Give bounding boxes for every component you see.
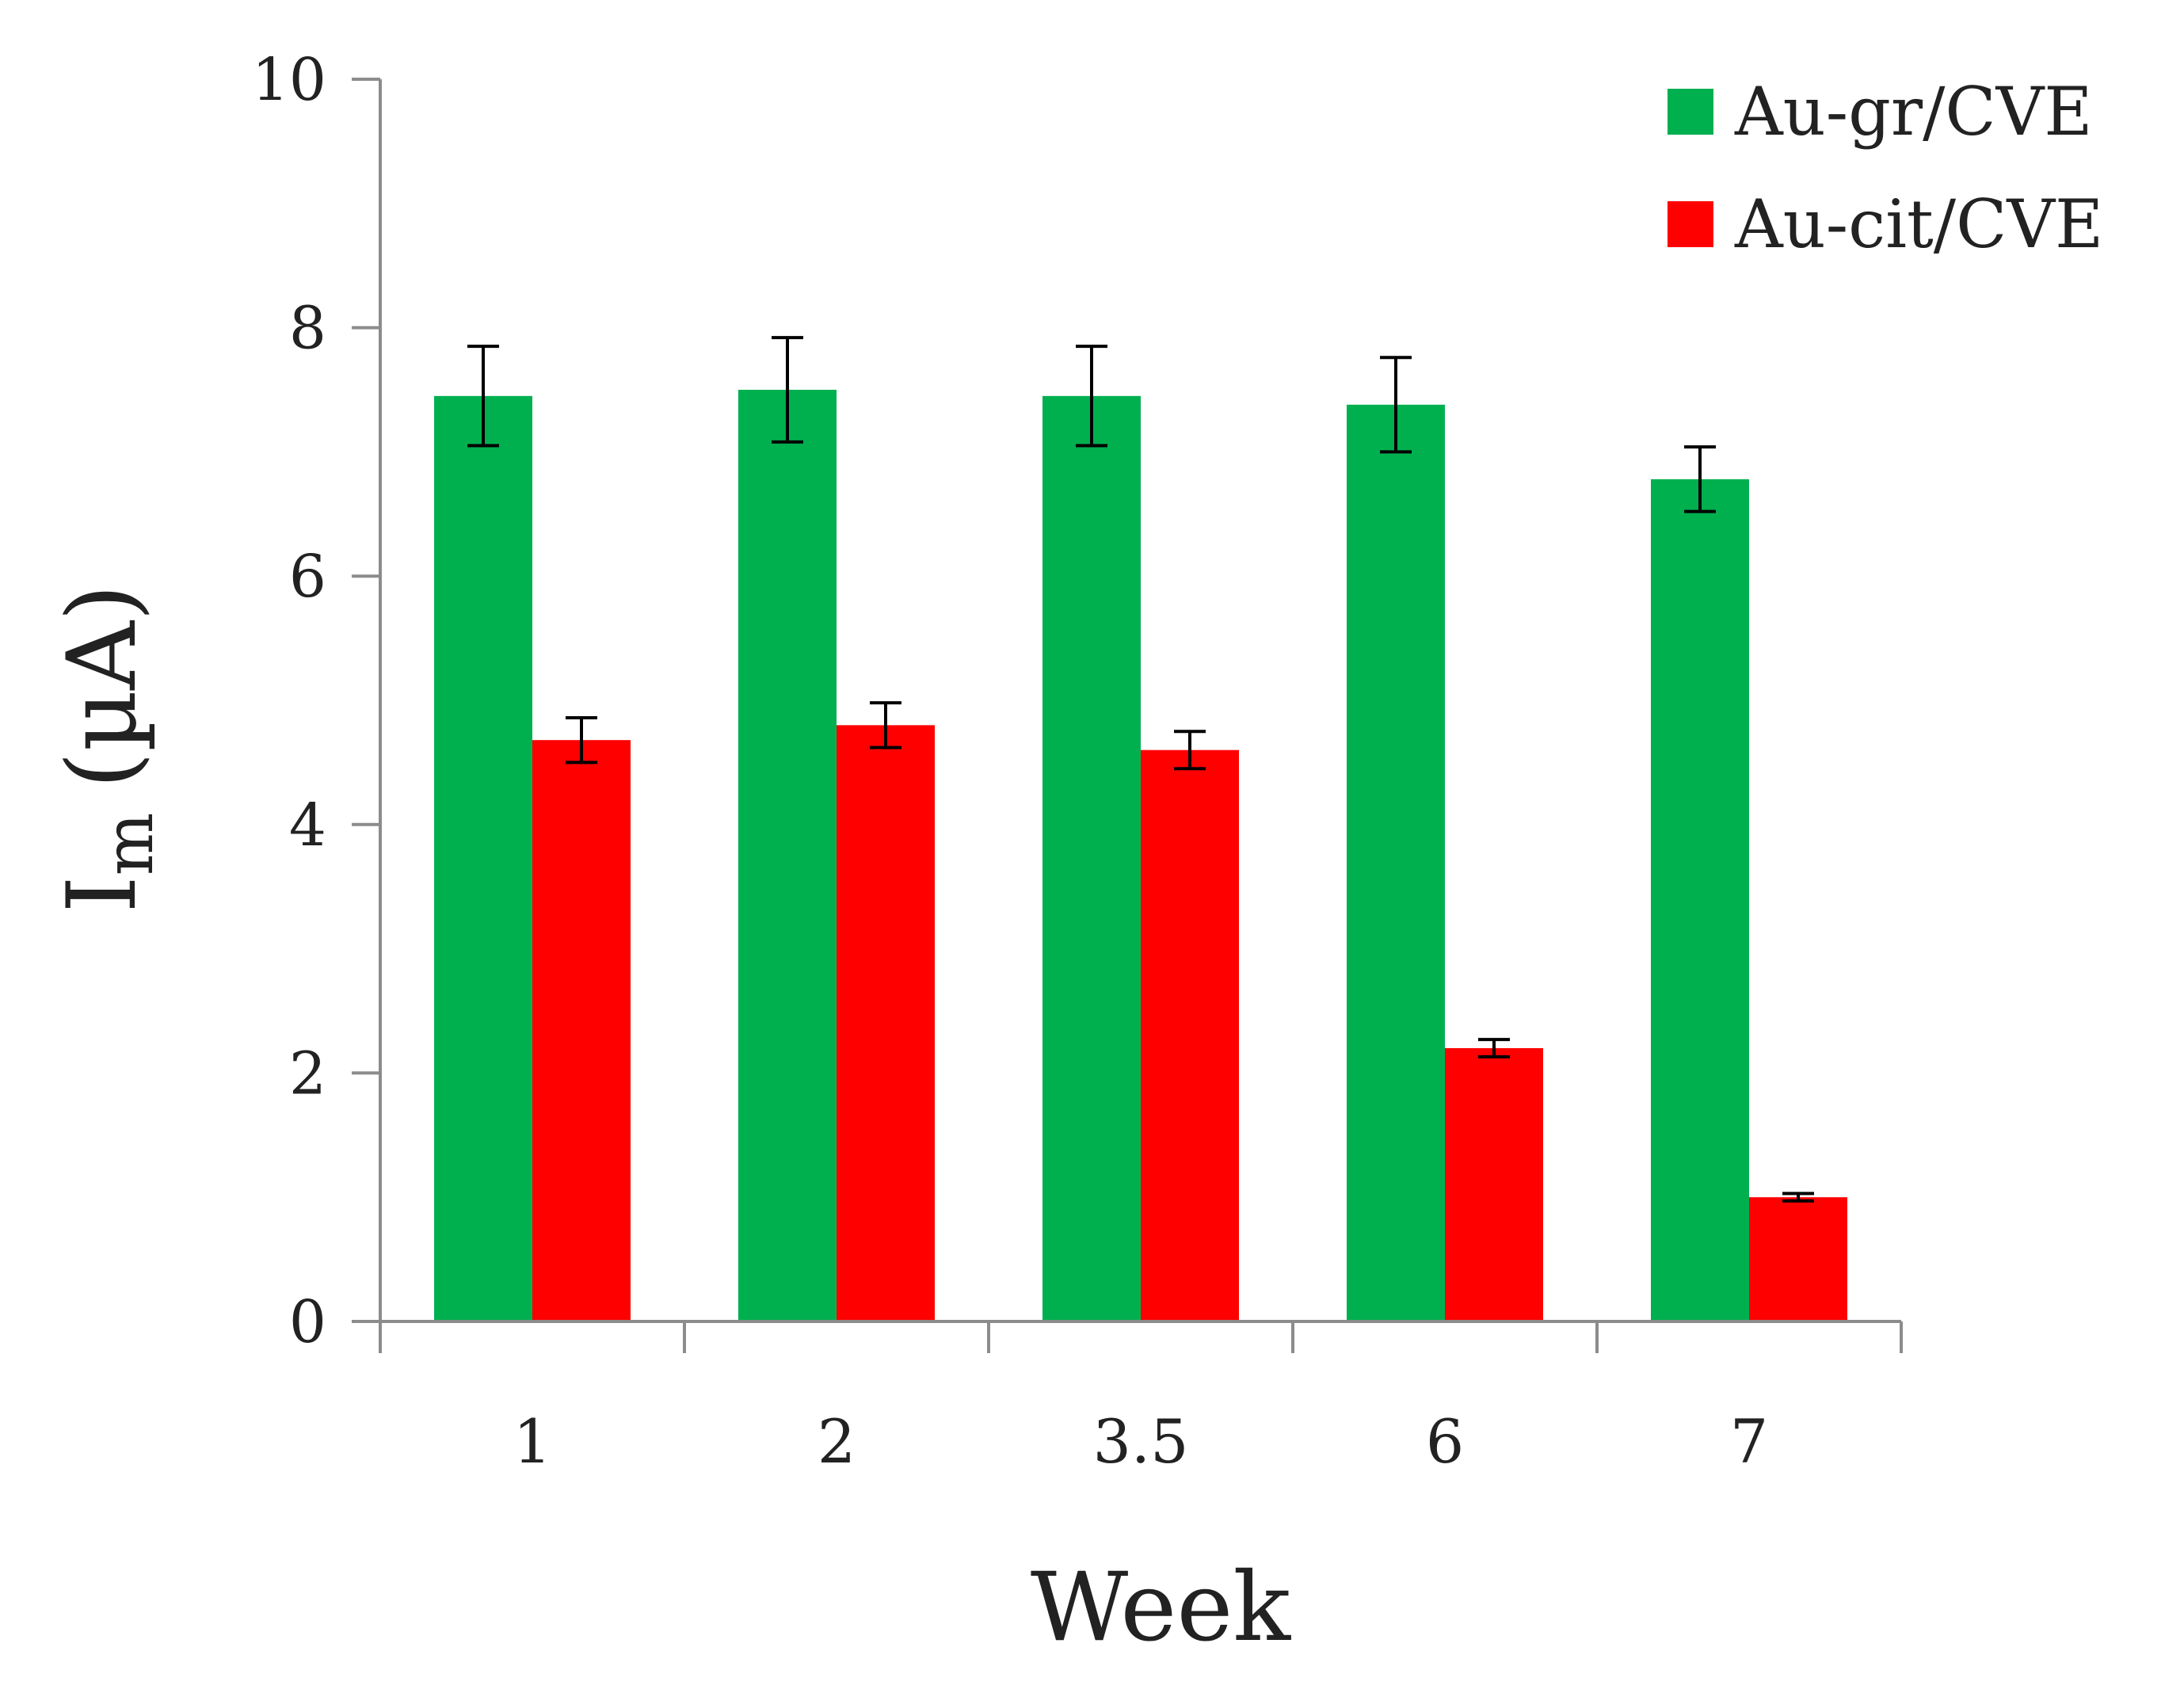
y-ticks: 0 2 4 6 8 10 [252,46,380,1356]
bar-au-cit-week-1 [532,740,631,1321]
bar-au-gr-week-6 [1347,404,1445,1321]
legend-swatch-au-cit [1668,201,1713,247]
x-ticks: 1 2 3.5 6 7 [379,1321,1903,1477]
y-tick-label: 6 [289,543,326,611]
axes-layer [379,79,1901,1323]
legend-swatch-au-gr [1668,89,1713,135]
bar-au-gr-week-7 [1651,479,1749,1321]
bar-au-gr-week-2 [738,390,837,1321]
y-tick-label: 4 [289,791,326,860]
x-tick-label: 3.5 [1093,1406,1189,1477]
y-axis-label-main: I [48,875,158,913]
y-tick-label: 10 [252,46,326,114]
y-tick-label: 2 [289,1039,326,1108]
bar-au-cit-week-7 [1749,1197,1847,1321]
x-axis-label: Week [1031,1553,1292,1663]
y-tick-label: 0 [289,1288,326,1356]
bar-au-gr-week-3.5 [1042,395,1141,1322]
y-axis-label-unit: (µA) [48,584,158,788]
legend-label-au-gr: Au-gr/CVE [1734,73,2093,151]
y-axis-label-subscript: m [90,813,168,876]
legend-label-au-cit: Au-cit/CVE [1734,185,2103,263]
bars-layer [434,390,1847,1322]
error-bars-layer [467,336,1814,1203]
x-tick-label: 1 [513,1406,551,1477]
y-axis-label: Im (µA) [48,584,168,913]
x-tick-label: 2 [818,1406,856,1477]
bar-au-cit-week-3.5 [1141,749,1239,1321]
bar-au-cit-week-2 [837,725,935,1321]
bar-au-cit-week-6 [1445,1048,1543,1321]
y-tick-label: 8 [289,295,326,363]
bar-au-gr-week-1 [434,395,532,1322]
x-tick-label: 7 [1730,1406,1768,1477]
legend: Au-gr/CVE Au-cit/CVE [1668,73,2103,263]
x-tick-label: 6 [1426,1406,1464,1477]
